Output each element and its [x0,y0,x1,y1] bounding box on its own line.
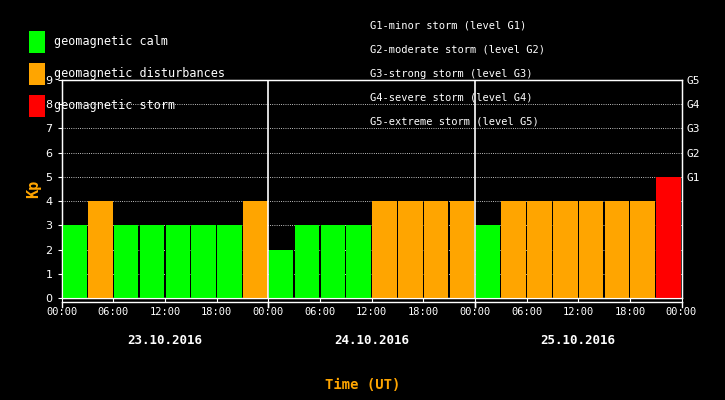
Text: G4-severe storm (level G4): G4-severe storm (level G4) [370,93,532,103]
Bar [656,177,681,298]
Bar [269,250,294,298]
Bar [579,201,603,298]
Text: geomagnetic disturbances: geomagnetic disturbances [54,68,225,80]
Bar [165,225,190,298]
Bar [320,225,345,298]
Bar [605,201,629,298]
Text: G1-minor storm (level G1): G1-minor storm (level G1) [370,21,526,31]
Bar [347,225,371,298]
Text: 23.10.2016: 23.10.2016 [128,334,202,347]
Bar [243,201,268,298]
Bar [631,201,655,298]
Bar [502,201,526,298]
Bar [191,225,216,298]
Text: G3-strong storm (level G3): G3-strong storm (level G3) [370,69,532,79]
Text: G2-moderate storm (level G2): G2-moderate storm (level G2) [370,45,544,55]
Text: geomagnetic calm: geomagnetic calm [54,36,167,48]
Bar [372,201,397,298]
Bar [140,225,165,298]
Bar [527,201,552,298]
Bar [553,201,578,298]
Bar [424,201,448,298]
Bar [476,225,500,298]
Text: Time (UT): Time (UT) [325,378,400,392]
Bar [295,225,319,298]
Bar [62,225,87,298]
Bar [218,225,241,298]
Text: G5-extreme storm (level G5): G5-extreme storm (level G5) [370,117,539,127]
Text: 24.10.2016: 24.10.2016 [334,334,409,347]
Bar [114,225,138,298]
Bar [398,201,423,298]
Y-axis label: Kp: Kp [26,180,41,198]
Bar [88,201,112,298]
Text: 25.10.2016: 25.10.2016 [541,334,616,347]
Bar [450,201,474,298]
Text: geomagnetic storm: geomagnetic storm [54,100,175,112]
